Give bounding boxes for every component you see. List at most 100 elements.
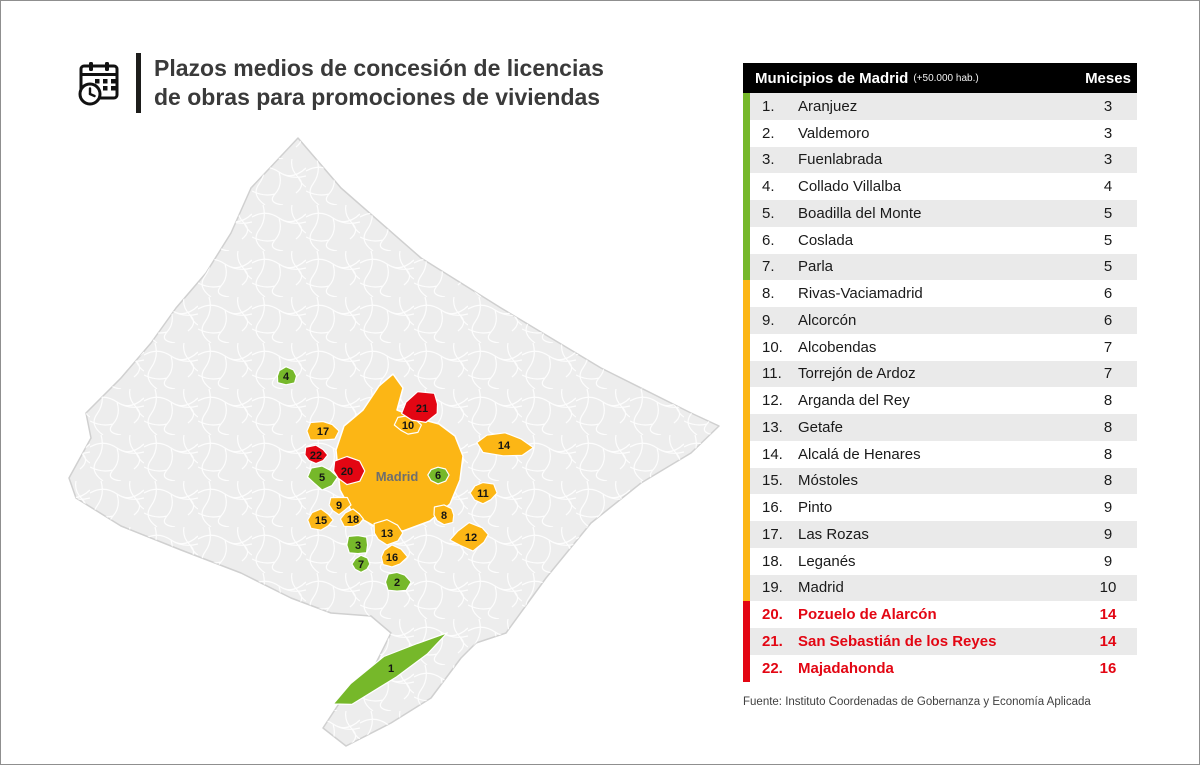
- row-months: 6: [1103, 311, 1113, 329]
- municipality-number: 22: [310, 450, 322, 462]
- table-body: 1. Aranjuez 3 2. Valdemoro 3 3. Fuenlabrada 3 4. C…: [743, 93, 1137, 682]
- row-rank: 20.: [762, 606, 783, 624]
- municipality-number: 20: [341, 466, 353, 478]
- row-municipality: Las Rozas: [798, 525, 869, 543]
- row-municipality: Torrejón de Ardoz: [798, 365, 916, 383]
- table-header-subtitle: (+50.000 hab.): [913, 72, 979, 84]
- category-color-bar: [743, 467, 750, 495]
- row-months: 8: [1103, 392, 1113, 410]
- category-color-bar: [743, 574, 750, 602]
- row-municipality: Pozuelo de Alarcón: [798, 606, 937, 624]
- category-color-bar: [743, 654, 750, 682]
- municipality-number: 8: [441, 510, 447, 522]
- row-months: 8: [1103, 445, 1113, 463]
- row-rank: 15.: [762, 472, 783, 490]
- row-rank: 6.: [762, 231, 775, 249]
- row-municipality: Collado Villalba: [798, 178, 902, 196]
- row-rank: 12.: [762, 392, 783, 410]
- row-rank: 22.: [762, 659, 783, 677]
- category-color-bar: [743, 601, 750, 628]
- category-color-bar: [743, 360, 750, 388]
- category-color-bar: [743, 253, 750, 281]
- row-rank: 5.: [762, 204, 775, 222]
- municipality-number: 7: [358, 559, 364, 571]
- row-months: 9: [1103, 525, 1113, 543]
- municipality-number: 10: [402, 420, 414, 432]
- municipality-number: 21: [416, 403, 428, 415]
- row-municipality: Parla: [798, 258, 834, 276]
- page-title-line1: Plazos medios de concesión de licencias: [154, 55, 604, 82]
- municipality-shape: [328, 496, 352, 516]
- row-months: 3: [1103, 124, 1113, 142]
- row-municipality: Rivas-Vaciamadrid: [798, 285, 923, 303]
- row-rank: 13.: [762, 418, 783, 436]
- title-divider-bar: [136, 53, 141, 113]
- row-municipality: Madrid: [798, 579, 844, 597]
- table-header-title: Municipios de Madrid: [755, 69, 909, 87]
- table-row: 14. Alcalá de Henares 8: [743, 440, 1137, 468]
- row-municipality: Majadahonda: [798, 659, 894, 677]
- table-row: 8. Rivas-Vaciamadrid 6: [743, 280, 1137, 307]
- row-rank: 7.: [762, 258, 775, 276]
- row-municipality: Alcorcón: [798, 311, 857, 329]
- municipality-number: 13: [381, 528, 393, 540]
- table-row: 19. Madrid 10: [743, 574, 1137, 602]
- row-rank: 2.: [762, 124, 775, 142]
- municipality-number: 9: [336, 500, 342, 512]
- municipality-number: 14: [498, 440, 511, 452]
- municipality-number: 3: [355, 540, 361, 552]
- row-months: 10: [1099, 579, 1117, 597]
- row-months: 5: [1103, 258, 1113, 276]
- row-municipality: Pinto: [798, 499, 833, 517]
- municipality-shape: [449, 522, 489, 552]
- table-row: 10. Alcobendas 7: [743, 333, 1137, 361]
- table-row: 4. Collado Villalba 4: [743, 173, 1137, 200]
- row-rank: 9.: [762, 311, 775, 329]
- category-color-bar: [743, 119, 750, 147]
- municipality-shape: [476, 432, 534, 457]
- row-months: 3: [1103, 97, 1113, 115]
- table-row: 18. Leganés 9: [743, 547, 1137, 575]
- table-header-months: Meses: [1085, 69, 1131, 87]
- category-color-bar: [743, 333, 750, 361]
- municipality-number: 11: [477, 488, 489, 500]
- row-municipality: Alcalá de Henares: [798, 445, 921, 463]
- category-color-bar: [743, 146, 750, 174]
- row-municipality: Coslada: [798, 231, 854, 249]
- category-color-bar: [743, 547, 750, 575]
- table-row: 21. San Sebastián de los Reyes 14: [743, 628, 1137, 655]
- row-months: 14: [1099, 606, 1117, 624]
- category-color-bar: [743, 494, 750, 521]
- category-color-bar: [743, 280, 750, 307]
- row-rank: 16.: [762, 499, 783, 517]
- row-rank: 1.: [762, 97, 775, 115]
- municipality-number: 4: [283, 371, 290, 383]
- table-row: 5. Boadilla del Monte 5: [743, 200, 1137, 227]
- row-months: 16: [1099, 659, 1117, 677]
- table-row: 9. Alcorcón 6: [743, 307, 1137, 334]
- municipality-number: 1: [388, 663, 394, 675]
- madrid-map-label: Madrid: [376, 469, 419, 484]
- row-rank: 3.: [762, 151, 775, 169]
- municipality-number: 12: [465, 532, 477, 544]
- category-color-bar: [743, 387, 750, 414]
- row-rank: 11.: [762, 365, 782, 383]
- table-row: 12. Arganda del Rey 8: [743, 387, 1137, 414]
- row-municipality: Móstoles: [798, 472, 859, 490]
- municipality-shape: [469, 481, 498, 505]
- row-months: 7: [1103, 365, 1113, 383]
- row-rank: 8.: [762, 285, 775, 303]
- category-color-bar: [743, 521, 750, 548]
- municipality-number: 18: [347, 514, 359, 526]
- calendar-clock-icon: [75, 59, 123, 107]
- municipality-number: 6: [435, 470, 441, 482]
- municipality-shape: [307, 508, 334, 531]
- municipality-number: 2: [394, 577, 400, 589]
- row-rank: 19.: [762, 579, 783, 597]
- category-color-bar: [743, 414, 750, 441]
- row-municipality: Arganda del Rey: [798, 392, 910, 410]
- row-rank: 14.: [762, 445, 783, 463]
- row-municipality: Valdemoro: [798, 124, 870, 142]
- category-color-bar: [743, 307, 750, 334]
